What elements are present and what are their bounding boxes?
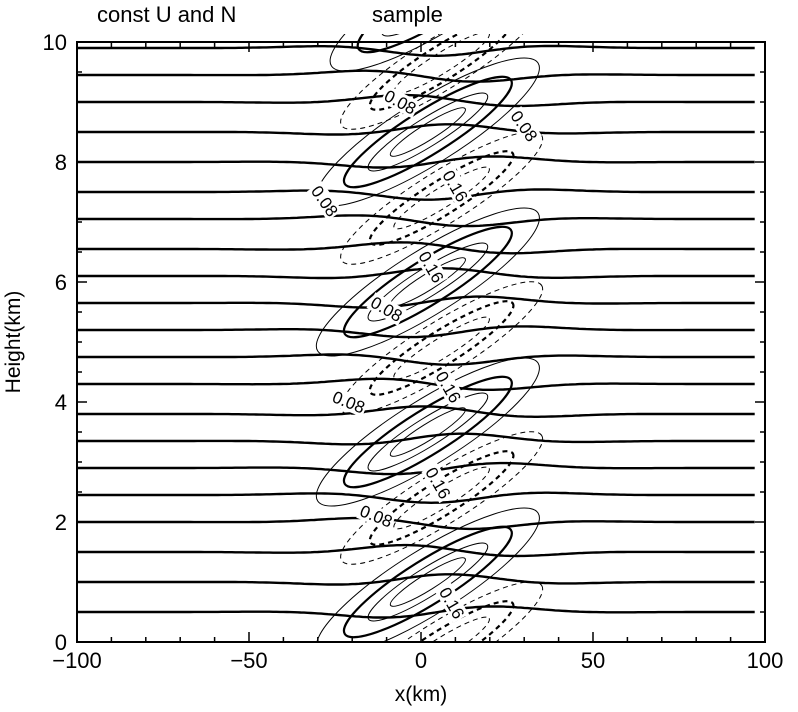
x-tick-label: −50 [230,648,267,673]
contour-label-background [414,246,449,288]
downdraft-contour [393,34,490,95]
streamline [77,491,755,505]
y-tick-label: 6 [55,270,67,295]
contour-label-background [356,500,397,532]
streamline [77,241,755,255]
streamline [77,155,755,169]
streamline [77,267,755,280]
streamline [77,295,755,309]
chart-title-left: const U and N [97,2,237,27]
streamline [77,432,755,446]
y-axis-label: Height(km) [2,291,25,394]
downdraft-contour [340,431,544,565]
streamline [77,573,755,586]
updraft-contour [342,225,513,339]
updraft-contour [367,542,489,622]
updraft-contour [315,357,540,507]
updraft-contour [342,375,513,489]
streamline [77,543,755,558]
contour-label-background [366,292,407,326]
updraft-contour [329,34,554,72]
x-tick-label: 50 [581,648,605,673]
updraft-contour [342,525,513,639]
streamline [77,353,755,366]
y-tick-label: 10 [43,30,67,55]
streamline [77,461,755,476]
downdraft-contour [368,150,515,246]
downdraft-contour [368,34,515,111]
downdraft-contour [393,166,490,230]
updraft-contour [389,407,466,457]
contour-label-background [328,386,369,418]
updraft-contour [315,507,540,642]
x-axis-label: x(km) [395,683,447,706]
streamline [77,605,755,619]
downdraft-contour [340,281,544,415]
updraft-contour [367,392,489,472]
streamline [77,188,755,201]
updraft-contour [342,75,513,189]
contour-label-background [306,181,343,221]
streamline [77,44,755,57]
streamline [77,325,755,339]
downdraft-contour [340,581,544,642]
contour-label-background [431,366,466,408]
streamline [77,123,755,136]
downdraft-contour [368,600,515,642]
y-tick-label: 8 [55,150,67,175]
y-tick-label: 0 [55,630,67,655]
updraft-contour [381,34,502,37]
contour-label-background [438,165,473,207]
chart-title-right: sample [372,2,443,27]
streamline [77,377,755,391]
contour-label-background [506,106,542,146]
streamline [77,214,755,228]
contour-label-background [421,462,455,504]
x-tick-label: 100 [747,648,784,673]
downdraft-contour [393,316,490,380]
updraft-contour [315,207,540,357]
x-tick-label: 0 [415,648,427,673]
streamline [77,405,755,418]
y-tick-label: 2 [55,510,67,535]
updraft-contour [367,92,489,172]
downdraft-contour [368,300,515,396]
contour-label-background [435,582,469,624]
downdraft-contour [393,616,490,642]
streamline [77,516,755,531]
plot-area [77,34,755,642]
contour-label-background [380,85,421,119]
y-tick-label: 4 [55,390,67,415]
streamline [77,93,755,108]
x-tick-label: −100 [52,648,102,673]
streamline [77,69,755,83]
